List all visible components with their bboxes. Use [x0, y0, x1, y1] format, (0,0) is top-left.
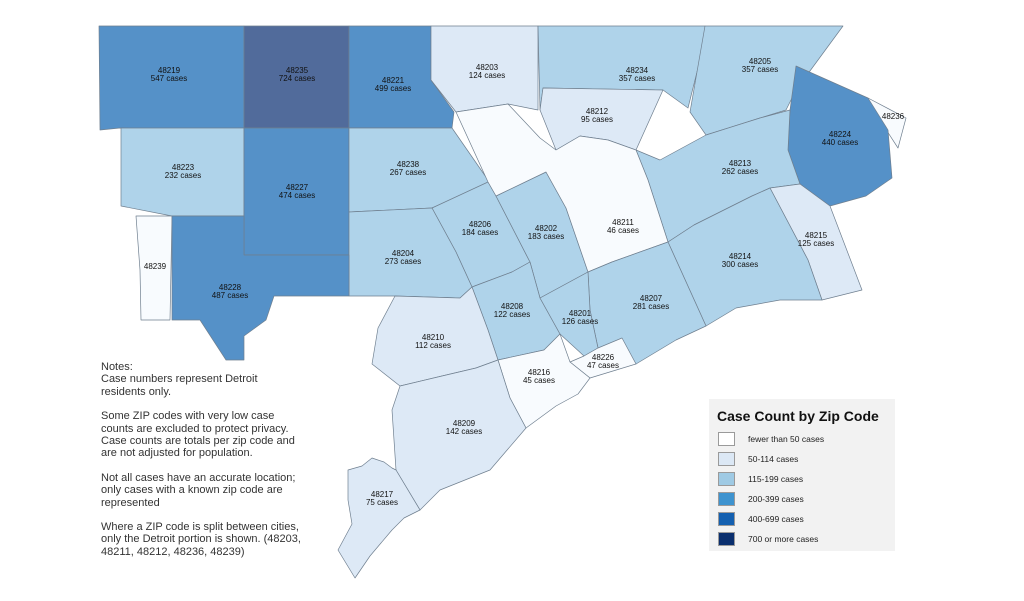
zip-cases-label: 499 cases [375, 84, 411, 93]
legend-title: Case Count by Zip Code [717, 408, 879, 424]
zip-code-label: 48219 [158, 66, 181, 75]
zip-code-label: 48215 [805, 231, 828, 240]
zip-cases-label: 357 cases [619, 74, 655, 83]
zip-region-48217[interactable] [337, 457, 421, 579]
legend-label: 400-699 cases [748, 514, 804, 524]
zip-code-label: 48216 [528, 368, 551, 377]
zip-cases-label: 124 cases [469, 71, 505, 80]
zip-code-label: 48209 [453, 419, 476, 428]
legend-swatch [718, 492, 735, 506]
legend-label: fewer than 50 cases [748, 434, 825, 444]
legend-swatch [718, 432, 735, 446]
zip-code-label: 48211 [612, 218, 634, 227]
zip-region-48209[interactable] [391, 359, 527, 511]
zip-code-label: 48227 [286, 183, 309, 192]
zip-code-label: 48234 [626, 66, 649, 75]
zip-cases-label: 122 cases [494, 310, 530, 319]
legend-label: 700 or more cases [748, 534, 819, 544]
zip-cases-label: 487 cases [212, 291, 248, 300]
zip-cases-label: 46 cases [607, 226, 639, 235]
zip-cases-label: 47 cases [587, 361, 619, 370]
zip-cases-label: 262 cases [722, 167, 758, 176]
legend-swatch [718, 532, 735, 546]
zip-cases-label: 112 cases [415, 341, 451, 350]
zip-code-label: 48224 [829, 130, 852, 139]
legend-item: 400-699 cases [718, 509, 824, 529]
zip-code-label: 48239 [144, 262, 167, 271]
zip-cases-label: 273 cases [385, 257, 421, 266]
zip-code-label: 48203 [476, 63, 499, 72]
zip-code-label: 48206 [469, 220, 492, 229]
legend: Case Count by Zip Code fewer than 50 cas… [709, 399, 895, 551]
zip-cases-label: 440 cases [822, 138, 858, 147]
zip-cases-label: 357 cases [742, 65, 778, 74]
zip-code-label: 48207 [640, 294, 663, 303]
zip-cases-label: 95 cases [581, 115, 613, 124]
zip-code-label: 48213 [729, 159, 752, 168]
zip-code-label: 48235 [286, 66, 309, 75]
legend-label: 50-114 cases [748, 454, 799, 464]
zip-region-48205[interactable] [689, 25, 844, 136]
notes-paragraph: Some ZIP codes with very low case counts… [101, 410, 295, 460]
legend-label: 200-399 cases [748, 494, 804, 504]
zip-cases-label: 184 cases [462, 228, 498, 237]
zip-code-label: 48221 [382, 76, 405, 85]
zip-cases-label: 126 cases [562, 317, 598, 326]
legend-item: 200-399 cases [718, 489, 824, 509]
zip-code-label: 48217 [371, 490, 394, 499]
legend-item: 50-114 cases [718, 449, 824, 469]
zip-region-48211[interactable] [455, 103, 669, 273]
zip-cases-label: 474 cases [279, 191, 315, 200]
legend-swatch [718, 452, 735, 466]
zip-cases-label: 281 cases [633, 302, 669, 311]
notes-panel: Notes: Case numbers represent Detroit re… [101, 361, 301, 570]
notes-heading: Notes: [101, 361, 133, 373]
legend-item: fewer than 50 cases [718, 429, 824, 449]
zip-region-48214[interactable] [667, 187, 823, 327]
zip-code-label: 48204 [392, 249, 415, 258]
zip-code-label: 48202 [535, 224, 558, 233]
legend-item: 115-199 cases [718, 469, 824, 489]
zip-code-label: 48208 [501, 302, 524, 311]
zip-code-label: 48212 [586, 107, 609, 116]
zip-code-label: 48223 [172, 163, 195, 172]
legend-swatch [718, 512, 735, 526]
notes-paragraph: Not all cases have an accurate location;… [101, 471, 296, 509]
legend-items: fewer than 50 cases 50-114 cases 115-199… [718, 429, 824, 549]
zip-code-label: 48226 [592, 353, 615, 362]
legend-item: 700 or more cases [718, 529, 824, 549]
legend-label: 115-199 cases [748, 474, 804, 484]
zip-cases-label: 75 cases [366, 498, 398, 507]
zip-code-label: 48238 [397, 160, 420, 169]
zip-cases-label: 300 cases [722, 260, 758, 269]
zip-code-label: 48228 [219, 283, 242, 292]
zip-code-label: 48205 [749, 57, 772, 66]
zip-region-48228[interactable] [171, 215, 350, 361]
zip-cases-label: 125 cases [798, 239, 834, 248]
zip-code-label: 48236 [882, 112, 905, 121]
notes-paragraph: Where a ZIP code is split between cities… [101, 521, 301, 558]
zip-cases-label: 45 cases [523, 376, 555, 385]
legend-swatch [718, 472, 735, 486]
notes-paragraph: Case numbers represent Detroit residents… [101, 373, 258, 398]
zip-cases-label: 547 cases [151, 74, 187, 83]
zip-cases-label: 724 cases [279, 74, 315, 83]
zip-cases-label: 267 cases [390, 168, 426, 177]
zip-cases-label: 142 cases [446, 427, 482, 436]
zip-cases-label: 183 cases [528, 232, 564, 241]
zip-region-48239[interactable] [135, 215, 173, 321]
zip-code-label: 48214 [729, 252, 752, 261]
zip-code-label: 48210 [422, 333, 445, 342]
zip-cases-label: 232 cases [165, 171, 201, 180]
zip-code-label: 48201 [569, 309, 592, 318]
